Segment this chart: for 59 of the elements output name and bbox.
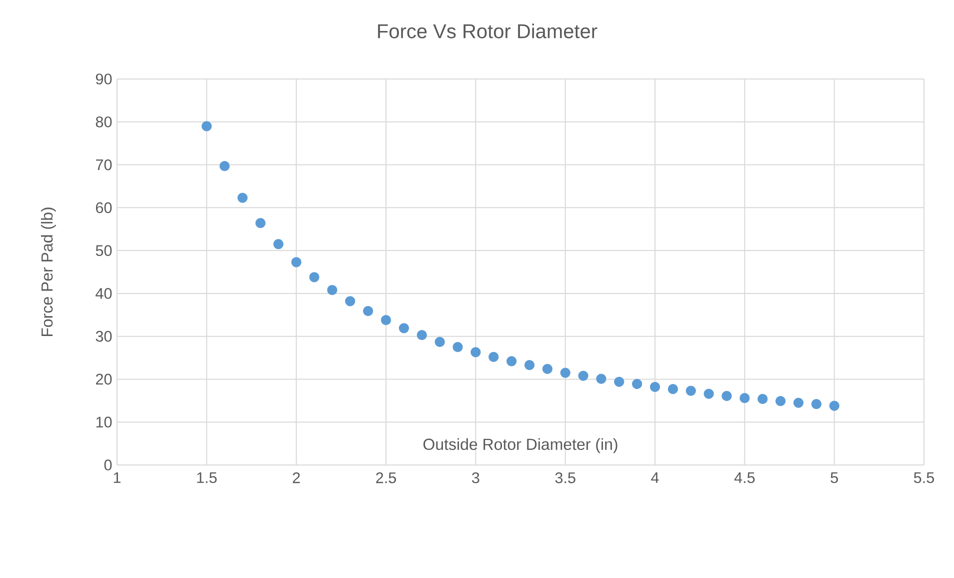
point	[524, 360, 535, 370]
point	[668, 384, 678, 394]
point	[327, 284, 338, 296]
point	[758, 394, 768, 404]
y-tick-label: 10	[96, 416, 112, 428]
y-tick-label: 20	[96, 374, 112, 385]
y-tick-label: 30	[96, 330, 112, 342]
point	[775, 396, 786, 406]
point	[506, 356, 517, 366]
x-tick-label: 3.5	[555, 472, 576, 484]
y-tick-label: 90	[96, 74, 112, 84]
point	[488, 352, 499, 362]
point	[578, 370, 588, 381]
point	[596, 374, 606, 384]
point	[255, 218, 266, 228]
point	[416, 330, 427, 340]
y-tick-label: 50	[96, 245, 112, 256]
x-tick-label: 1	[114, 472, 121, 483]
point	[560, 368, 570, 378]
point	[434, 336, 445, 347]
point	[380, 314, 392, 326]
point	[398, 323, 410, 334]
point	[345, 296, 356, 306]
x-tick-label: 2	[292, 472, 300, 484]
point	[202, 121, 212, 132]
point	[722, 390, 732, 402]
y-tick-label: 60	[96, 202, 112, 214]
point	[220, 160, 230, 172]
x-tick-label: 2.5	[376, 472, 396, 484]
point	[740, 393, 750, 404]
y-axis-title: Force Per Pad (lb)	[40, 208, 56, 336]
point	[829, 400, 840, 411]
x-tick-label: 4.5	[734, 472, 755, 484]
y-tick-label: 80	[96, 116, 112, 128]
point	[632, 378, 642, 389]
point	[452, 342, 463, 352]
point	[291, 257, 302, 268]
point	[309, 272, 320, 282]
point	[686, 386, 696, 396]
point	[793, 398, 804, 408]
chart-title: Force Vs Rotor Diameter	[378, 24, 598, 38]
y-tick-label: 0	[104, 460, 112, 470]
point	[704, 388, 714, 399]
x-tick-label: 5.5	[914, 472, 934, 484]
y-tick-label: 70	[96, 159, 112, 170]
point	[273, 239, 284, 250]
point	[237, 192, 248, 203]
point	[811, 399, 822, 410]
point	[470, 347, 481, 358]
y-tick-label: 40	[96, 288, 112, 299]
x-tick-label: 5	[830, 472, 838, 484]
x-tick-label: 4	[651, 472, 659, 483]
x-axis-title: Outside Rotor Diameter (in)	[423, 438, 618, 454]
point	[614, 376, 624, 387]
x-tick-label: 1.5	[197, 472, 217, 484]
x-tick-label: 3	[472, 472, 480, 484]
point	[363, 306, 374, 316]
point	[650, 382, 660, 392]
point	[542, 364, 552, 374]
